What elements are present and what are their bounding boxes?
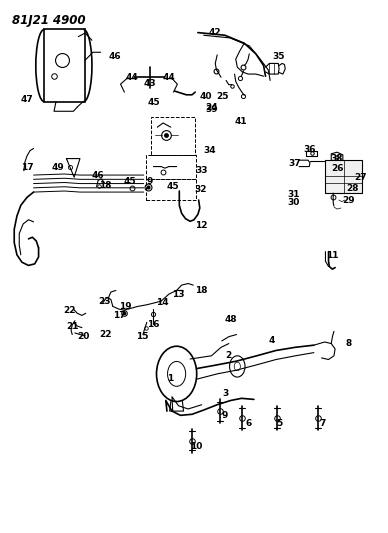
Text: 23: 23	[98, 296, 111, 305]
Text: 34: 34	[203, 146, 216, 155]
Text: 1: 1	[167, 374, 173, 383]
Text: 31: 31	[288, 190, 300, 199]
Text: 6: 6	[245, 419, 251, 428]
Text: 29: 29	[342, 196, 355, 205]
Text: 9: 9	[222, 411, 228, 420]
Text: 46: 46	[108, 52, 121, 61]
Text: 45: 45	[124, 177, 137, 186]
Text: 30: 30	[288, 198, 300, 207]
Text: 39: 39	[205, 104, 218, 114]
Text: 21: 21	[66, 321, 78, 330]
Text: 35: 35	[273, 52, 285, 61]
Text: 41: 41	[234, 117, 247, 126]
Text: 44: 44	[163, 73, 175, 82]
Text: 48: 48	[224, 315, 237, 324]
Text: 14: 14	[156, 298, 169, 307]
Text: 22: 22	[99, 330, 111, 339]
Text: 16: 16	[147, 320, 159, 329]
Text: 17: 17	[113, 311, 126, 320]
Text: 46: 46	[92, 171, 104, 180]
Text: 24: 24	[205, 102, 218, 111]
Text: 40: 40	[199, 92, 212, 101]
Text: 9: 9	[146, 177, 153, 186]
Text: 18: 18	[196, 286, 208, 295]
Text: 45: 45	[166, 182, 179, 191]
Text: 7: 7	[319, 419, 326, 428]
Text: 8: 8	[346, 339, 352, 348]
Text: 26: 26	[331, 164, 343, 173]
Text: 38: 38	[331, 154, 343, 163]
Text: 28: 28	[346, 184, 359, 193]
Text: 44: 44	[126, 73, 139, 82]
Text: 49: 49	[52, 163, 64, 172]
Text: 25: 25	[217, 92, 229, 101]
Text: 3: 3	[223, 389, 229, 398]
Text: 27: 27	[354, 173, 367, 182]
Text: 81J21 4900: 81J21 4900	[12, 14, 86, 27]
Text: 11: 11	[326, 252, 339, 260]
Text: 15: 15	[135, 332, 148, 341]
Text: 45: 45	[147, 98, 160, 107]
Text: 13: 13	[172, 289, 185, 298]
Text: 37: 37	[288, 159, 301, 168]
Text: 43: 43	[143, 78, 156, 87]
Text: 36: 36	[304, 145, 316, 154]
Text: 42: 42	[209, 28, 222, 37]
Text: 4: 4	[268, 336, 274, 345]
Text: 10: 10	[190, 442, 202, 451]
Text: 19: 19	[119, 302, 132, 311]
Text: 2: 2	[225, 351, 231, 360]
Text: 22: 22	[63, 305, 76, 314]
Text: 20: 20	[78, 332, 90, 341]
FancyBboxPatch shape	[326, 160, 362, 193]
Text: 32: 32	[195, 185, 207, 194]
Text: 5: 5	[277, 419, 283, 428]
Text: 18: 18	[99, 181, 111, 190]
Text: 17: 17	[21, 163, 33, 172]
Text: 33: 33	[196, 166, 208, 175]
Text: 47: 47	[21, 94, 33, 103]
Text: 12: 12	[195, 221, 207, 230]
